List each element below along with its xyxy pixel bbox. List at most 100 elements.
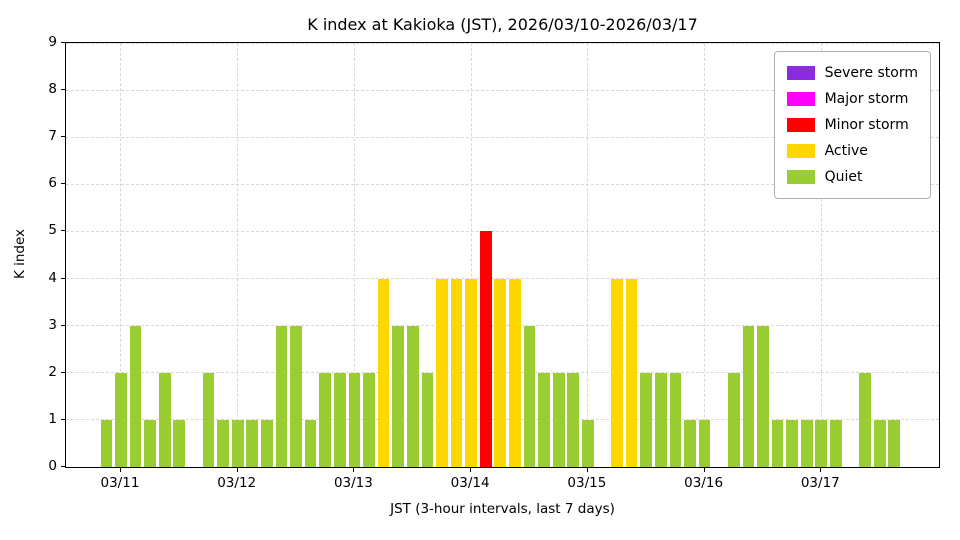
k-index-bar <box>290 325 302 467</box>
k-index-bar <box>377 278 390 467</box>
x-tick-mark <box>703 468 705 472</box>
k-index-bar <box>727 372 740 467</box>
legend-swatch-minor-storm <box>786 118 815 132</box>
k-index-bar <box>158 372 171 467</box>
gridline-vertical <box>237 43 239 467</box>
legend: Severe storm Major storm Minor storm Active… <box>773 51 931 199</box>
k-index-bar <box>771 419 784 467</box>
x-axis-label: JST (3-hour intervals, last 7 days) <box>390 501 615 517</box>
y-tick-mark <box>61 418 65 420</box>
k-index-bar <box>246 419 259 467</box>
k-index-bar <box>582 419 594 467</box>
k-index-bar <box>406 325 419 467</box>
x-tick-label: 03/13 <box>333 475 373 491</box>
y-tick-mark <box>61 42 65 43</box>
chart-title: K index at Kakioka (JST), 2026/03/10-202… <box>307 15 698 34</box>
gridline-horizontal <box>66 89 939 91</box>
y-tick-label: 6 <box>48 175 57 192</box>
y-tick-mark <box>61 89 65 91</box>
legend-label-minor-storm: Minor storm <box>824 117 909 133</box>
k-index-bar <box>173 419 186 467</box>
k-index-bar <box>873 419 886 467</box>
gridline-vertical <box>587 43 589 467</box>
y-tick-label: 1 <box>48 410 57 427</box>
gridline-horizontal <box>66 183 939 185</box>
legend-label-quiet: Quiet <box>824 169 863 185</box>
y-tick-mark <box>61 136 65 138</box>
legend-swatch-severe-storm <box>786 66 815 80</box>
y-tick-label: 5 <box>48 222 57 239</box>
x-tick-mark <box>119 468 121 472</box>
k-index-bar <box>479 231 492 467</box>
k-index-bar <box>800 419 813 467</box>
x-tick-mark <box>353 468 355 472</box>
y-tick-mark <box>61 371 65 373</box>
k-index-bar <box>757 325 769 467</box>
k-index-bar <box>830 419 842 467</box>
k-index-bar <box>859 372 871 467</box>
k-index-bar <box>742 325 755 467</box>
k-index-bar <box>217 419 229 467</box>
k-index-bar <box>129 325 142 467</box>
x-tick-label: 03/11 <box>100 475 140 491</box>
k-index-bar <box>348 372 361 467</box>
k-index-bar <box>115 372 127 467</box>
x-tick-label: 03/17 <box>800 475 840 491</box>
k-index-bar <box>684 419 696 467</box>
x-tick-label: 03/12 <box>217 475 257 491</box>
k-index-bar <box>202 372 215 467</box>
gridline-horizontal <box>66 42 939 44</box>
legend-label-severe-storm: Severe storm <box>824 65 918 81</box>
k-index-bar <box>669 372 682 467</box>
k-index-bar <box>786 419 798 467</box>
gridline-vertical <box>120 43 122 467</box>
y-tick-label: 3 <box>48 316 57 333</box>
x-tick-mark <box>470 468 472 472</box>
y-tick-label: 0 <box>48 458 57 474</box>
k-index-bar <box>261 419 273 467</box>
y-tick-label: 4 <box>48 269 57 286</box>
k-index-bar <box>815 419 828 467</box>
y-tick-label: 7 <box>48 128 57 145</box>
x-tick-mark <box>586 468 588 472</box>
k-index-bar <box>304 419 317 467</box>
k-index-bar <box>465 278 477 467</box>
k-index-bar <box>640 372 653 467</box>
x-tick-label: 03/16 <box>684 475 724 491</box>
k-index-bar <box>523 325 536 467</box>
legend-label-major-storm: Major storm <box>824 91 909 107</box>
y-tick-label: 8 <box>48 81 57 98</box>
k-index-bar <box>888 419 901 467</box>
k-index-bar <box>552 372 565 467</box>
legend-item-severe-storm: Severe storm <box>786 60 918 86</box>
x-tick-mark <box>236 468 238 472</box>
k-index-bar <box>319 372 332 467</box>
gridline-vertical <box>353 43 355 467</box>
k-index-bar <box>421 372 434 467</box>
k-index-bar <box>698 419 711 467</box>
k-index-bar <box>654 372 667 467</box>
x-tick-mark <box>820 468 822 472</box>
plot-area: Severe storm Major storm Minor storm Active… <box>65 42 940 468</box>
x-tick-label: 03/14 <box>450 475 490 491</box>
k-index-bar <box>363 372 375 467</box>
k-index-bar <box>509 278 521 467</box>
k-index-bar <box>567 372 580 467</box>
legend-swatch-quiet <box>786 170 815 184</box>
k-index-bar <box>538 372 550 467</box>
k-index-bar <box>611 278 623 467</box>
k-index-bar <box>392 325 404 467</box>
gridline-vertical <box>820 43 822 467</box>
y-tick-mark <box>61 324 65 326</box>
k-index-bar <box>333 372 346 467</box>
k-index-bar <box>450 278 463 467</box>
y-tick-mark <box>61 230 65 232</box>
y-tick-label: 2 <box>48 363 57 380</box>
gridline-horizontal <box>66 230 939 232</box>
legend-swatch-active <box>786 144 815 158</box>
k-index-bar <box>144 419 156 467</box>
gridline-horizontal <box>66 136 939 138</box>
y-tick-mark <box>61 277 65 279</box>
legend-item-active: Active <box>786 138 918 164</box>
